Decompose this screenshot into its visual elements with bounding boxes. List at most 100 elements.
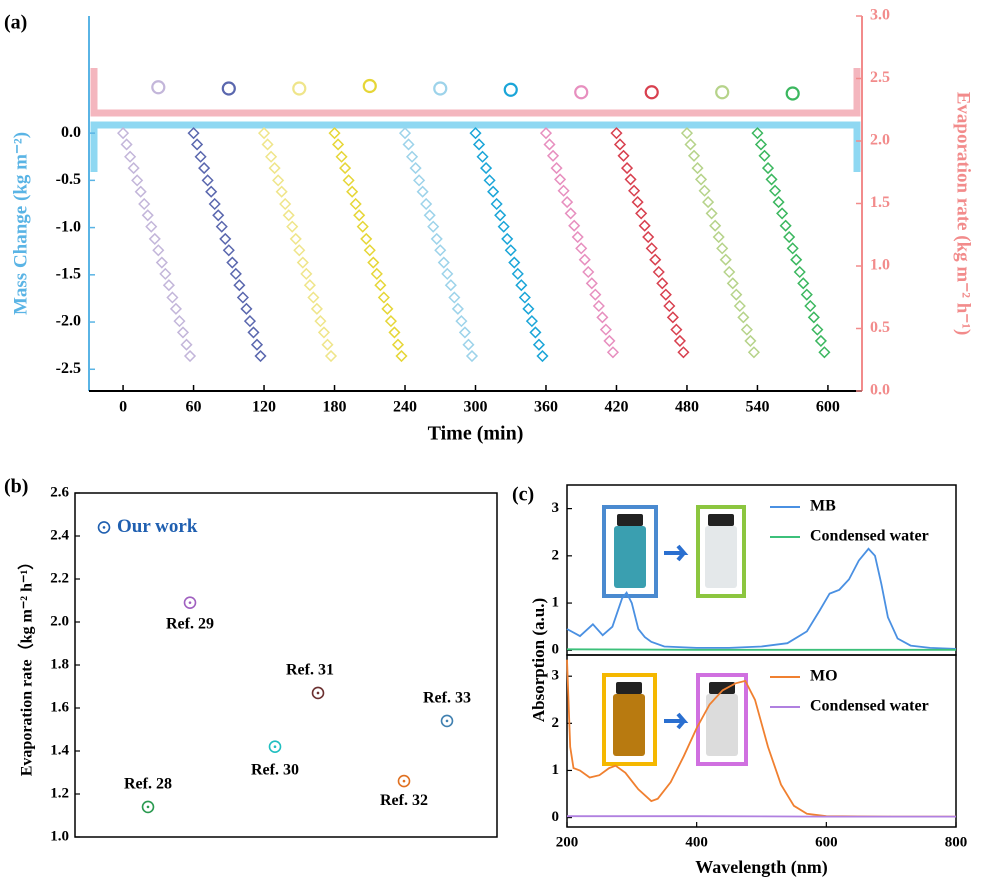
mass-point — [411, 163, 421, 173]
mass-point — [439, 258, 449, 268]
rate-point-center — [189, 601, 192, 604]
mass-point — [344, 175, 354, 185]
mass-point — [315, 316, 325, 326]
mass-point — [368, 258, 378, 268]
mass-point — [767, 174, 777, 184]
mass-point — [756, 139, 766, 149]
mass-point — [432, 234, 442, 244]
y-tick-label: 1 — [552, 762, 560, 778]
mass-point — [478, 152, 488, 162]
mass-point — [351, 199, 361, 209]
y-tick-label: 0 — [552, 809, 560, 825]
mass-point — [379, 292, 389, 302]
mass-point — [456, 316, 466, 326]
ref-label: Ref. 33 — [423, 690, 471, 707]
ref-label: Ref. 32 — [380, 792, 428, 809]
rate-point — [505, 84, 517, 96]
mass-point — [619, 151, 629, 161]
mass-point — [263, 139, 273, 149]
mass-point — [781, 221, 791, 231]
mass-point — [256, 351, 266, 361]
rate-point-center — [274, 745, 277, 748]
mass-point — [721, 255, 731, 265]
y-tick-label: 2.4 — [50, 527, 69, 543]
mass-point — [273, 175, 283, 185]
mass-point — [125, 152, 135, 162]
mass-point — [742, 325, 752, 335]
mass-point — [227, 258, 237, 268]
mass-point — [347, 187, 357, 197]
mass-point — [421, 199, 431, 209]
mass-point — [647, 243, 657, 253]
rate-point-center — [147, 806, 150, 809]
mass-point — [284, 210, 294, 220]
mass-point — [481, 163, 491, 173]
ref-label: Ref. 29 — [166, 615, 214, 632]
mass-point — [685, 139, 695, 149]
mass-point — [418, 187, 428, 197]
mass-point — [738, 312, 748, 322]
mass-point — [784, 232, 794, 242]
y-tick-label: -2.5 — [56, 360, 81, 377]
mass-point — [220, 234, 230, 244]
axis-break — [94, 125, 857, 172]
mass-point — [164, 280, 174, 290]
mass-point — [513, 269, 523, 279]
mass-point — [400, 128, 410, 138]
mass-point — [537, 351, 547, 361]
y-axis-label: Absorption (a.u.) — [529, 598, 548, 722]
y2-axis-label: Evaporation rate (kg m⁻² h⁻¹) — [953, 92, 974, 336]
legend-label: Condensed water — [810, 698, 929, 715]
mass-point — [136, 187, 146, 197]
mass-point — [375, 280, 385, 290]
mass-point — [308, 292, 318, 302]
mass-point — [132, 175, 142, 185]
rate-point-center — [103, 526, 106, 529]
spectrum-line — [567, 649, 956, 650]
inset-mb — [604, 507, 744, 596]
mass-point — [714, 232, 724, 242]
mass-point — [502, 234, 512, 244]
mass-point — [291, 234, 301, 244]
mass-point — [266, 152, 276, 162]
mass-point — [576, 243, 586, 253]
mass-point — [643, 232, 653, 242]
mass-point — [182, 340, 192, 350]
mass-point — [735, 301, 745, 311]
y-tick-label: 1.2 — [50, 785, 69, 801]
mass-point — [217, 222, 227, 232]
y2-tick-label: 2.5 — [870, 69, 890, 86]
ref-label: Ref. 31 — [286, 662, 334, 679]
mass-point — [495, 210, 505, 220]
mass-point — [707, 208, 717, 218]
mass-point — [671, 325, 681, 335]
x-tick-label: 60 — [186, 399, 202, 416]
mass-point — [802, 290, 812, 300]
y-tick-label: 0 — [552, 642, 560, 658]
x-tick-label: 600 — [816, 399, 840, 416]
panel-label: (a) — [4, 12, 27, 34]
mass-point — [559, 186, 569, 196]
mass-point — [661, 290, 671, 300]
mass-point — [252, 340, 262, 350]
mass-point — [654, 267, 664, 277]
mass-point — [555, 174, 565, 184]
rate-point — [364, 80, 376, 92]
mass-point — [287, 222, 297, 232]
mass-point — [657, 278, 667, 288]
y-tick-label: 1.0 — [50, 828, 69, 844]
mass-point — [298, 258, 308, 268]
x-axis-label: Time (min) — [428, 423, 524, 445]
mass-point — [492, 199, 502, 209]
mass-point — [541, 128, 551, 138]
mass-point — [562, 197, 572, 207]
y-tick-label: 3 — [552, 668, 560, 684]
mass-point — [404, 139, 414, 149]
mass-point — [622, 163, 632, 173]
x-tick-label: 180 — [323, 399, 347, 416]
y-tick-label: 1 — [552, 594, 560, 610]
mass-point — [752, 128, 762, 138]
mass-point — [224, 245, 234, 255]
rate-point — [575, 86, 587, 98]
mass-point — [333, 139, 343, 149]
